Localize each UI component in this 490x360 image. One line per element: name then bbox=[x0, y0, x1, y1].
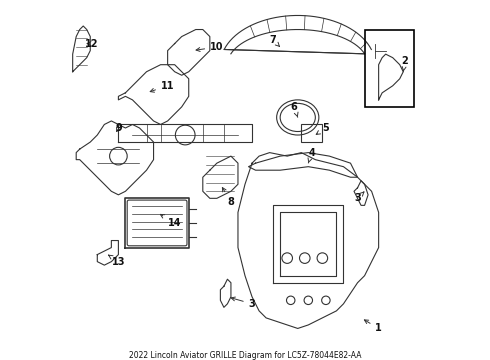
Bar bbox=[301, 125, 322, 142]
Text: 8: 8 bbox=[222, 188, 234, 207]
Polygon shape bbox=[98, 240, 119, 265]
Polygon shape bbox=[224, 15, 371, 54]
Polygon shape bbox=[220, 279, 231, 307]
Text: 6: 6 bbox=[291, 102, 298, 117]
Polygon shape bbox=[125, 198, 189, 248]
Text: 14: 14 bbox=[160, 215, 181, 228]
Text: 4: 4 bbox=[308, 148, 315, 163]
Text: 11: 11 bbox=[150, 81, 174, 92]
Text: 9: 9 bbox=[115, 123, 122, 133]
Polygon shape bbox=[238, 153, 379, 328]
Polygon shape bbox=[119, 125, 252, 142]
Polygon shape bbox=[354, 181, 368, 205]
Polygon shape bbox=[119, 65, 189, 125]
Text: 2: 2 bbox=[402, 56, 408, 72]
Text: 13: 13 bbox=[109, 255, 125, 267]
Text: 12: 12 bbox=[85, 39, 99, 49]
Polygon shape bbox=[73, 26, 90, 72]
Text: 7: 7 bbox=[270, 35, 279, 46]
Polygon shape bbox=[168, 30, 210, 75]
Text: 10: 10 bbox=[196, 42, 223, 52]
Text: 1: 1 bbox=[365, 320, 382, 333]
FancyBboxPatch shape bbox=[127, 200, 187, 246]
Text: 3: 3 bbox=[354, 192, 364, 203]
Bar bbox=[365, 30, 414, 107]
Polygon shape bbox=[76, 121, 153, 195]
Text: 2022 Lincoln Aviator GRILLE Diagram for LC5Z-78044E82-AA: 2022 Lincoln Aviator GRILLE Diagram for … bbox=[129, 351, 361, 360]
Polygon shape bbox=[248, 153, 358, 177]
Text: 5: 5 bbox=[316, 123, 329, 134]
Polygon shape bbox=[379, 54, 403, 100]
Polygon shape bbox=[203, 156, 238, 198]
Text: 3: 3 bbox=[231, 297, 255, 309]
